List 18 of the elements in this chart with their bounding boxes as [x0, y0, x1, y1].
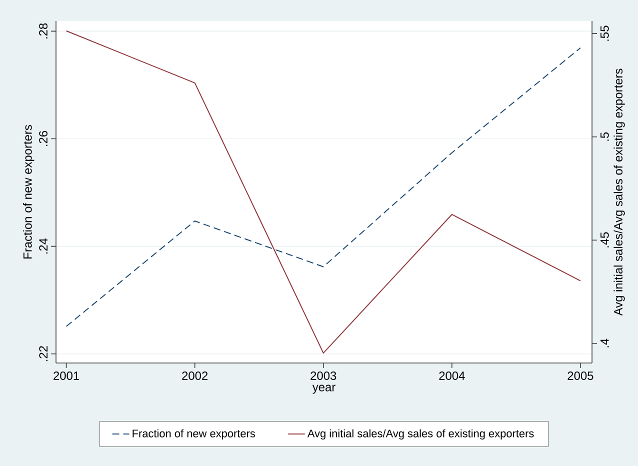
- x-tick-label: 2001: [54, 372, 79, 380]
- x-tick-label: 2002: [182, 372, 208, 380]
- y-tick-label: .22: [39, 346, 48, 362]
- y2-tick-label: .45: [600, 232, 609, 248]
- y2-tick-label: .5: [600, 132, 609, 141]
- y-axis-title: Fraction of new exporters: [23, 124, 34, 258]
- y-tick-label: .28: [39, 23, 48, 38]
- y2-axis-title: Avg initial sales/Avg sales of existing exporters: [614, 68, 625, 316]
- x-tick-label: 2003: [310, 372, 336, 380]
- y-tick-label: .26: [39, 130, 48, 146]
- legend-label: Avg initial sales/Avg sales of existing exporters: [307, 429, 534, 440]
- y-tick-label: .24: [39, 238, 48, 254]
- x-tick-label: 2005: [568, 372, 594, 380]
- y2-tick-label: .55: [600, 26, 609, 41]
- x-axis-title: year: [312, 384, 336, 394]
- y2-tick-label: .4: [600, 338, 609, 348]
- x-tick-label: 2004: [439, 372, 465, 380]
- legend-label: Fraction of new exporters: [132, 429, 256, 440]
